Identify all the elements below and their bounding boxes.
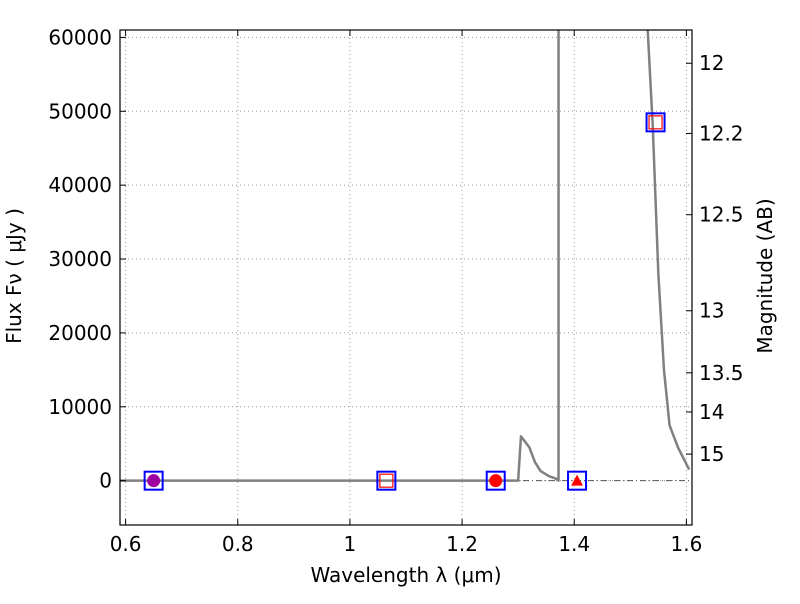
- data-point-triangle-red: [571, 474, 584, 486]
- y-tick-label: 30000: [48, 247, 112, 271]
- x-tick-label: 1.6: [670, 532, 702, 556]
- x-axis-title: Wavelength λ (μm): [310, 563, 501, 587]
- data-point-square-blue: [567, 470, 588, 491]
- data-point-square-blue: [376, 470, 397, 491]
- magnitude-tick-label: 15: [699, 442, 724, 466]
- x-tick-label: 1: [344, 532, 357, 556]
- data-point-circle-purple: [147, 474, 161, 488]
- x-tick-label: 1.2: [446, 532, 478, 556]
- magnitude-tick-label: 13.5: [699, 361, 744, 385]
- x-tick-label: 1.4: [558, 532, 590, 556]
- model-curve-line-segment: [646, 30, 691, 471]
- magnitude-tick-label: 12: [699, 51, 724, 75]
- grid-layer: [120, 30, 692, 525]
- y-axis-title-right: Magnitude (AB): [753, 198, 777, 353]
- y-tick-label: 50000: [48, 99, 112, 123]
- x-tick-label: 0.6: [110, 532, 142, 556]
- data-point-circle-red: [489, 474, 503, 488]
- y-tick-label: 10000: [48, 395, 112, 419]
- magnitude-tick-label: 12.5: [699, 203, 744, 227]
- data-point-square-blue: [143, 470, 164, 491]
- data-point-square-red: [379, 473, 394, 488]
- plot-frame: [119, 29, 693, 526]
- data-point-square-blue: [645, 112, 666, 133]
- plot-layer: [120, 30, 692, 491]
- magnitude-tick-label: 13: [699, 299, 724, 323]
- y-tick-label: 60000: [48, 25, 112, 49]
- y-tick-label: 0: [99, 469, 112, 493]
- axes-layer: 0.6 0.8 1 1.2 1.4 1.6 0 10000 20000 30000 40000 500…: [48, 25, 743, 556]
- y-axis-title-left: Flux Fν ( μJy ): [2, 208, 26, 344]
- y-tick-label: 40000: [48, 173, 112, 197]
- x-tick-label: 0.8: [222, 532, 254, 556]
- data-point-square-blue: [485, 470, 506, 491]
- y-tick-label: 20000: [48, 321, 112, 345]
- magnitude-tick-label: 12.2: [699, 121, 744, 145]
- model-curve-line: [120, 30, 560, 482]
- data-point-square-red: [648, 115, 663, 130]
- magnitude-tick-label: 14: [699, 400, 724, 424]
